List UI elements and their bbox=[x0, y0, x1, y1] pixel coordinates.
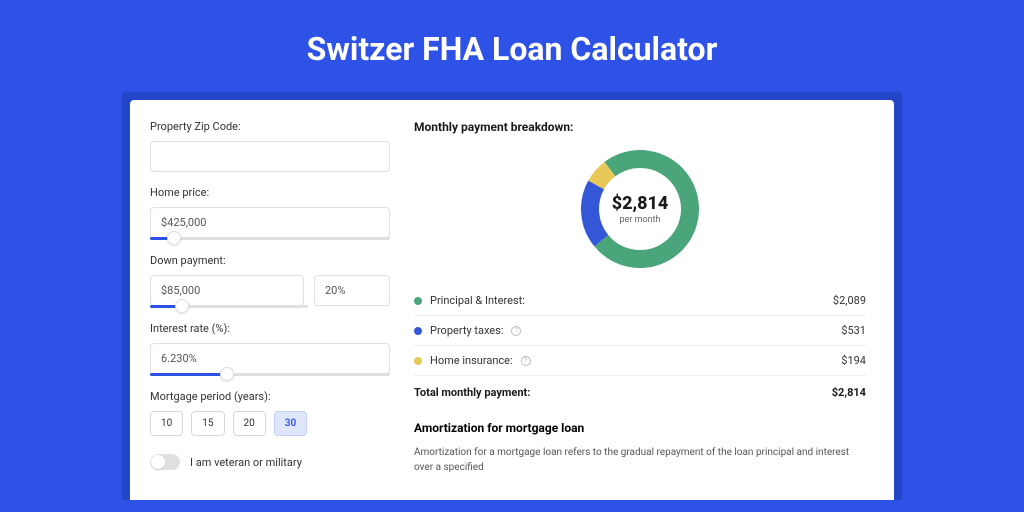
veteran-label: I am veteran or military bbox=[190, 456, 302, 469]
breakdown-value: $531 bbox=[841, 324, 866, 337]
donut-center: $2,814per month bbox=[612, 193, 669, 225]
breakdown-value: $194 bbox=[841, 354, 866, 367]
home-price-label: Home price: bbox=[150, 186, 390, 199]
home-price-slider[interactable] bbox=[150, 237, 390, 240]
info-icon[interactable]: ? bbox=[521, 356, 531, 366]
breakdown-column: Monthly payment breakdown: $2,814per mon… bbox=[414, 120, 866, 480]
period-button-20[interactable]: 20 bbox=[233, 411, 266, 436]
period-button-10[interactable]: 10 bbox=[150, 411, 183, 436]
zip-label: Property Zip Code: bbox=[150, 120, 390, 133]
amortization-text: Amortization for a mortgage loan refers … bbox=[414, 445, 866, 475]
period-button-15[interactable]: 15 bbox=[191, 411, 224, 436]
amortization-title: Amortization for mortgage loan bbox=[414, 421, 866, 435]
donut-amount: $2,814 bbox=[612, 193, 669, 214]
breakdown-row: Property taxes:? $531 bbox=[414, 316, 866, 346]
calculator-card: Property Zip Code: Home price: Down paym… bbox=[130, 100, 894, 500]
interest-rate-input[interactable] bbox=[150, 343, 390, 374]
total-value: $2,814 bbox=[832, 386, 866, 399]
page-title: Switzer FHA Loan Calculator bbox=[0, 0, 1024, 92]
down-payment-percent-input[interactable] bbox=[314, 275, 390, 306]
period-label: Mortgage period (years): bbox=[150, 390, 390, 403]
period-button-30[interactable]: 30 bbox=[274, 411, 307, 436]
breakdown-row: Principal & Interest: $2,089 bbox=[414, 286, 866, 316]
donut-sub: per month bbox=[612, 215, 669, 225]
zip-input[interactable] bbox=[150, 141, 390, 172]
down-payment-slider[interactable] bbox=[150, 305, 308, 308]
outer-panel: Property Zip Code: Home price: Down paym… bbox=[122, 92, 902, 500]
breakdown-label: Home insurance: bbox=[430, 354, 513, 367]
interest-rate-label: Interest rate (%): bbox=[150, 322, 390, 335]
legend-dot bbox=[414, 357, 422, 365]
breakdown-label: Principal & Interest: bbox=[430, 294, 525, 307]
veteran-toggle[interactable] bbox=[150, 454, 180, 470]
breakdown-list: Principal & Interest: $2,089 Property taxe… bbox=[414, 286, 866, 376]
legend-dot bbox=[414, 297, 422, 305]
total-label: Total monthly payment: bbox=[414, 386, 530, 399]
donut-chart: $2,814per month bbox=[414, 146, 866, 286]
period-button-group: 10 15 20 30 bbox=[150, 411, 390, 436]
interest-rate-slider[interactable] bbox=[150, 373, 390, 376]
veteran-row: I am veteran or military bbox=[150, 454, 390, 470]
breakdown-title: Monthly payment breakdown: bbox=[414, 120, 866, 134]
form-column: Property Zip Code: Home price: Down paym… bbox=[150, 120, 390, 480]
breakdown-value: $2,089 bbox=[833, 294, 866, 307]
down-payment-label: Down payment: bbox=[150, 254, 390, 267]
legend-dot bbox=[414, 327, 422, 335]
down-payment-amount-input[interactable] bbox=[150, 275, 304, 306]
info-icon[interactable]: ? bbox=[511, 326, 521, 336]
breakdown-row: Home insurance:? $194 bbox=[414, 346, 866, 376]
total-row: Total monthly payment: $2,814 bbox=[414, 376, 866, 413]
home-price-input[interactable] bbox=[150, 207, 390, 238]
breakdown-label: Property taxes: bbox=[430, 324, 503, 337]
